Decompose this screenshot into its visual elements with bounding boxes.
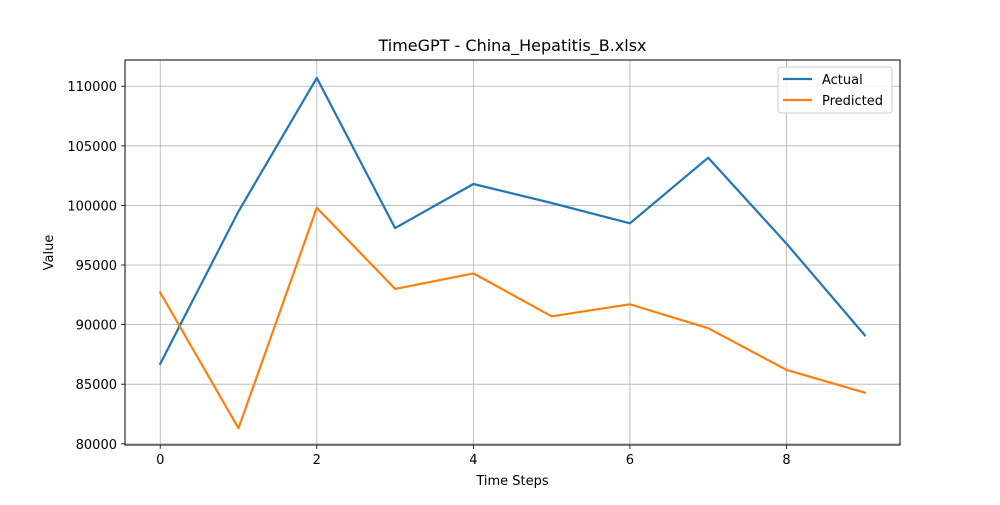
x-tick-label: 4: [469, 453, 477, 468]
plot-area-frame: [124, 59, 901, 446]
legend-label-actual: Actual: [822, 73, 863, 88]
y-tick-label: 80000: [76, 438, 117, 453]
y-tick-label: 90000: [76, 319, 117, 334]
legend: Actual Predicted: [777, 66, 893, 114]
series-line-actual: [158, 76, 867, 366]
y-tick-label: 100000: [67, 199, 117, 214]
axis-ticks: 0 2 4 6 8 80000 85000 90000 95000 100000 105000 110…: [67, 80, 790, 468]
y-tick-label: 85000: [76, 378, 117, 393]
y-tick-label: 105000: [67, 140, 117, 155]
y-tick-label: 95000: [76, 259, 117, 274]
y-tick-label: 110000: [67, 80, 117, 95]
series-lines: [158, 76, 867, 430]
x-tick-label: 6: [626, 453, 634, 468]
x-tick-label: 2: [313, 453, 321, 468]
y-axis-label: Value: [42, 235, 57, 271]
x-tick-label: 8: [782, 453, 790, 468]
grid: [125, 60, 900, 445]
x-tick-label: 0: [156, 453, 164, 468]
x-axis-label: Time Steps: [475, 474, 549, 489]
series-line-predicted: [158, 206, 867, 430]
chart-title: TimeGPT - China_Hepatitis_B.xlsx: [377, 36, 646, 56]
legend-label-predicted: Predicted: [822, 94, 883, 109]
